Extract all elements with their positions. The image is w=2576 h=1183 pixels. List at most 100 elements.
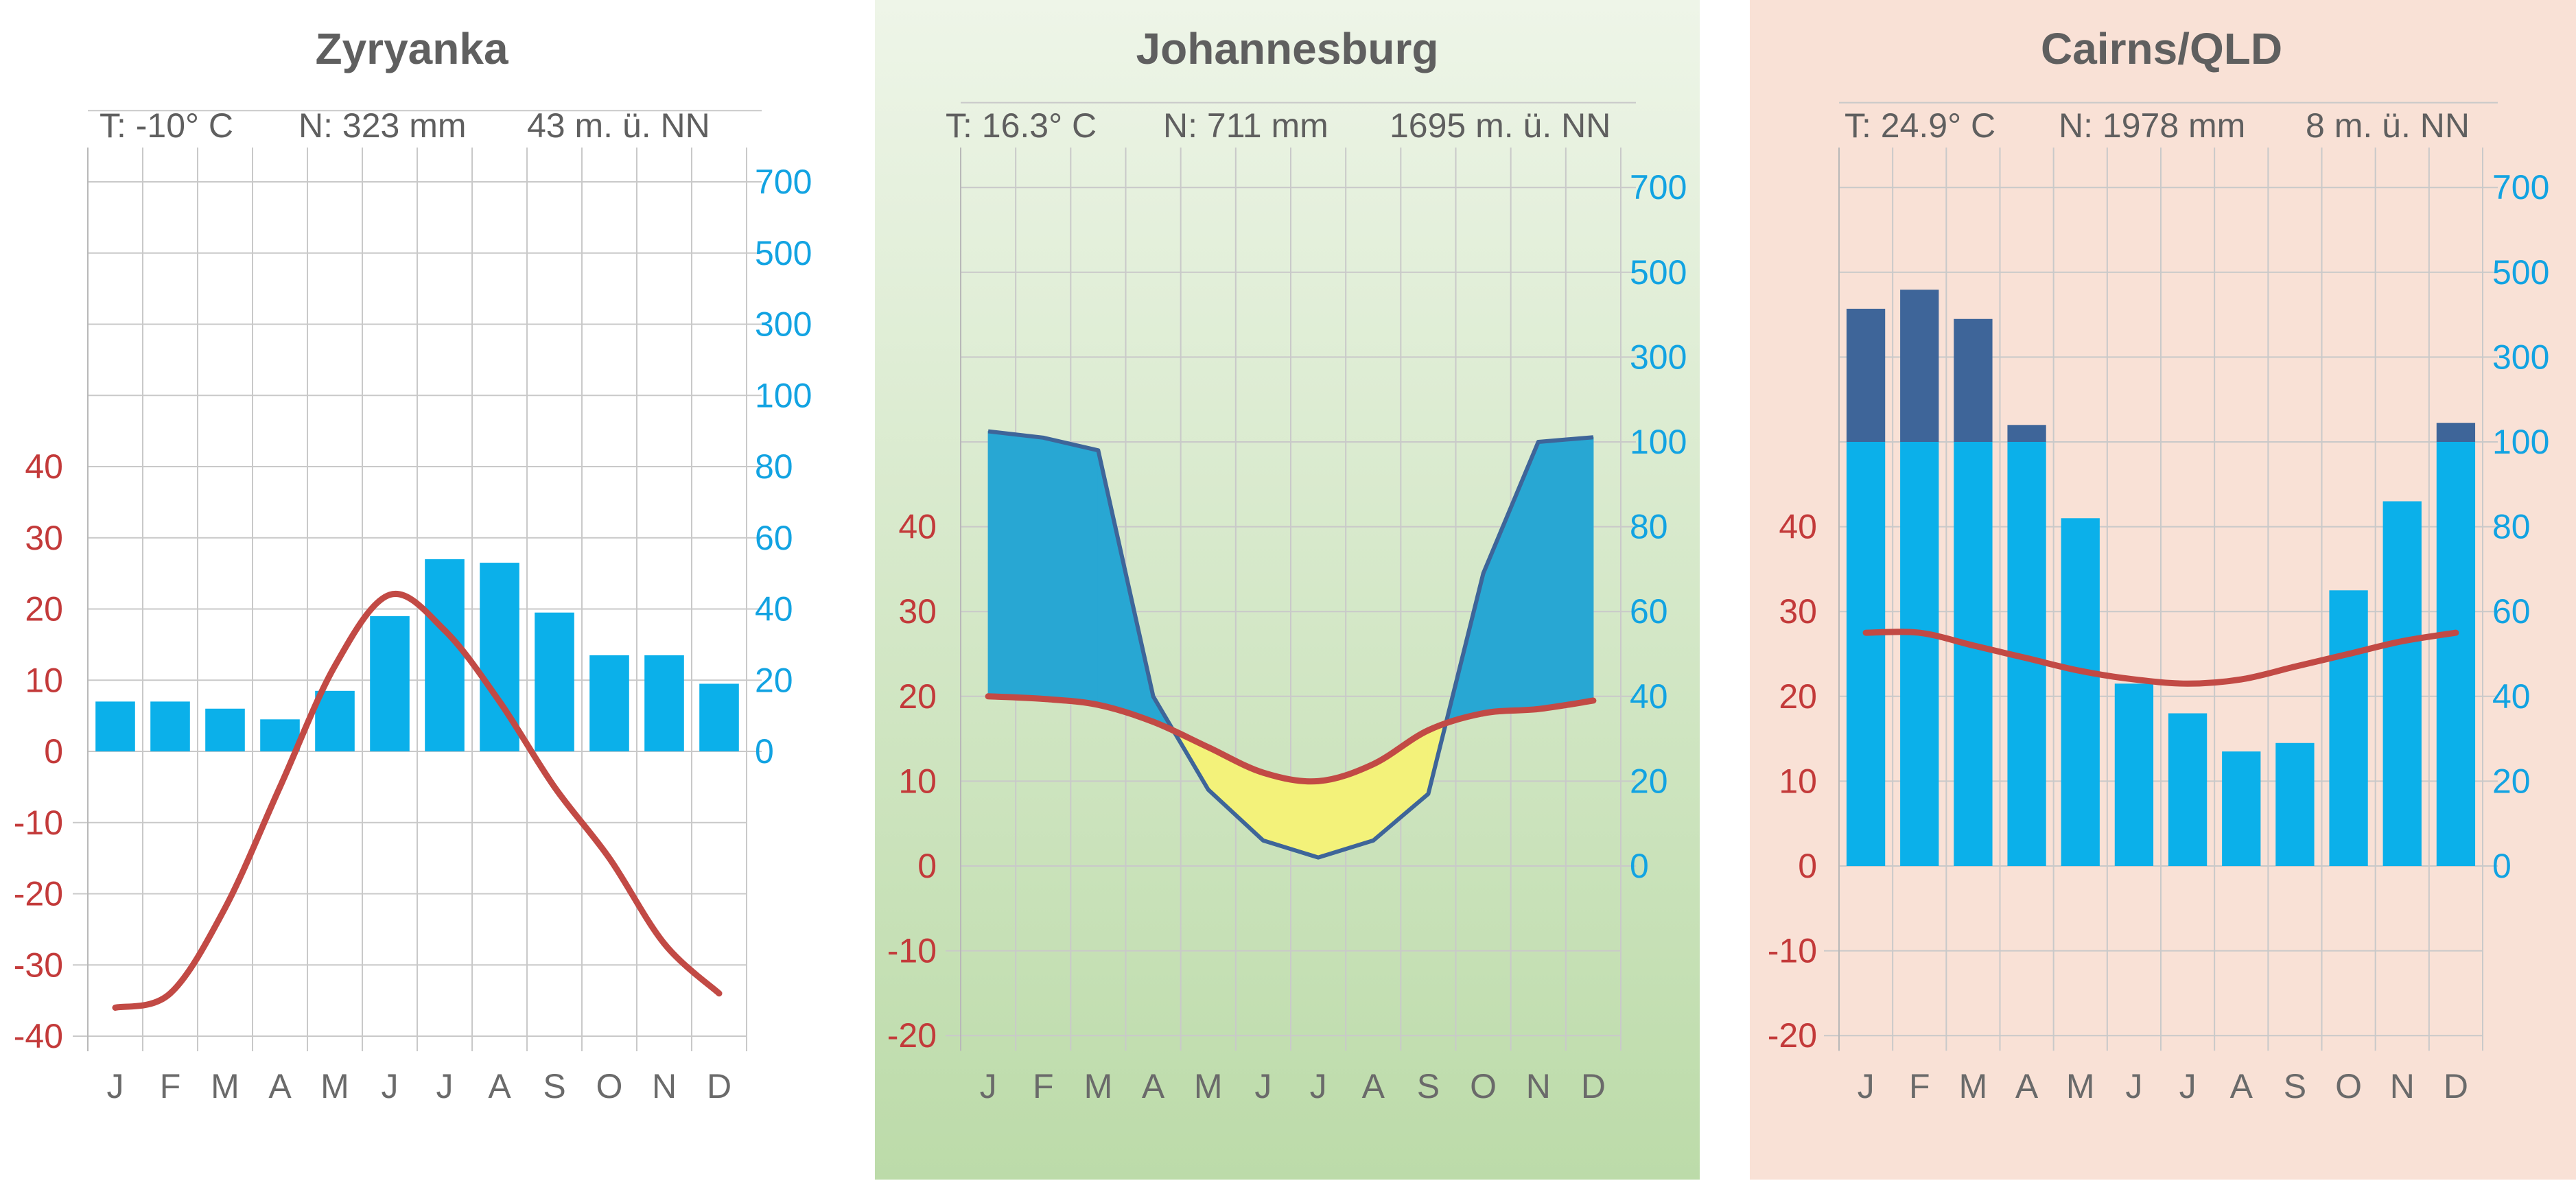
precipitation-tick-label: 100 <box>2492 423 2549 461</box>
month-label: M <box>2066 1067 2095 1105</box>
temperature-tick-label: -20 <box>1768 1016 1817 1055</box>
temperature-tick-label: 40 <box>1779 508 1817 546</box>
precipitation-bar <box>1846 442 1886 866</box>
precipitation-tick-label: 20 <box>2492 762 2531 800</box>
month-label: M <box>1194 1067 1223 1105</box>
month-label: N <box>2390 1067 2415 1105</box>
precipitation-bar <box>2436 442 2476 866</box>
precipitation-bar <box>1954 442 1993 866</box>
precipitation-bar <box>2382 501 2422 866</box>
precipitation-tick-label: 60 <box>755 519 793 557</box>
temperature-tick-label: 0 <box>1798 847 1817 885</box>
temperature-tick-label: 10 <box>1779 762 1817 800</box>
month-label: D <box>707 1067 731 1105</box>
humid-area <box>1538 436 1594 710</box>
precipitation-line <box>987 429 1594 860</box>
temperature-tick-label: 10 <box>898 762 937 800</box>
month-label: D <box>2444 1067 2468 1105</box>
temperature-tick-label: 30 <box>25 519 63 557</box>
precipitation-tick-label: 500 <box>755 234 812 272</box>
month-label: N <box>652 1067 677 1105</box>
month-label: J <box>1254 1067 1272 1105</box>
month-label: S <box>543 1067 565 1105</box>
precipitation-bar <box>370 616 410 751</box>
precipitation-bar-excess <box>2007 425 2046 442</box>
temperature-line <box>112 590 723 1011</box>
month-label: J <box>1310 1067 1327 1105</box>
chart-zyryanka: Zyryanka T: -10° C N: 323 mm 43 m. ü. NN 40 3… <box>14 24 812 1105</box>
precipitation-tick-label: 80 <box>2492 508 2531 546</box>
month-label: D <box>1581 1067 1606 1105</box>
chart-title: Cairns/QLD <box>2041 24 2282 73</box>
month-label: J <box>382 1067 399 1105</box>
month-label: A <box>2015 1067 2039 1105</box>
precipitation-bar <box>150 701 190 751</box>
precipitation-tick-label: 700 <box>755 163 812 201</box>
info-mean-temperature: T: -10° C <box>99 106 233 145</box>
precipitation-tick-label: 60 <box>1630 592 1668 631</box>
temperature-tick-label: 0 <box>44 732 63 771</box>
month-label: A <box>268 1067 292 1105</box>
precipitation-bar <box>2061 518 2100 866</box>
precipitation-tick-label: 40 <box>1630 677 1668 716</box>
month-label: F <box>160 1067 181 1105</box>
humid-area <box>987 430 1044 700</box>
precipitation-tick-label: 300 <box>1630 338 1687 376</box>
precipitation-tick-label: 80 <box>755 447 793 486</box>
chart-title: Johannesburg <box>1136 24 1439 73</box>
month-label: J <box>2179 1067 2197 1105</box>
temperature-tick-label: 20 <box>25 590 63 629</box>
precipitation-bar <box>2168 713 2208 866</box>
precipitation-tick-label: 100 <box>1630 423 1687 461</box>
precipitation-bar <box>535 612 574 751</box>
month-label: O <box>1470 1067 1497 1105</box>
precipitation-bar <box>205 708 245 751</box>
month-label: J <box>107 1067 124 1105</box>
precipitation-bar <box>2329 590 2368 866</box>
month-label: M <box>1959 1067 1988 1105</box>
info-elevation: 1695 m. ü. NN <box>1390 106 1611 145</box>
precipitation-tick-label: 0 <box>1630 847 1649 885</box>
precipitation-tick-label: 500 <box>1630 253 1687 292</box>
month-label: S <box>1417 1067 1440 1105</box>
precipitation-tick-label: 20 <box>755 661 793 699</box>
temperature-tick-label: -20 <box>887 1016 937 1055</box>
precipitation-bar <box>1900 442 1939 866</box>
precipitation-bar <box>95 701 135 751</box>
precipitation-tick-label: 20 <box>1630 762 1668 800</box>
temperature-line <box>1862 629 2459 687</box>
precipitation-bar <box>2222 751 2261 866</box>
precipitation-tick-label: 500 <box>2492 253 2549 292</box>
month-label: A <box>1362 1067 1385 1105</box>
precipitation-bar-excess <box>2436 423 2476 442</box>
temperature-line <box>985 693 1597 785</box>
month-label: A <box>488 1067 511 1105</box>
month-label: J <box>2125 1067 2142 1105</box>
temperature-tick-label: 10 <box>25 661 63 699</box>
temperature-tick-label: 30 <box>1779 592 1817 631</box>
precipitation-tick-label: 40 <box>755 590 793 629</box>
info-elevation: 43 m. ü. NN <box>527 106 710 145</box>
chart-title: Zyryanka <box>315 24 508 73</box>
month-label: O <box>2335 1067 2362 1105</box>
info-mean-temperature: T: 24.9° C <box>1845 106 1995 145</box>
info-annual-precipitation: N: 1978 mm <box>2059 106 2245 145</box>
month-label: N <box>1526 1067 1551 1105</box>
temperature-tick-label: -10 <box>1768 932 1817 970</box>
precipitation-bar <box>425 559 465 751</box>
temperature-tick-label: 40 <box>898 508 937 546</box>
precipitation-bar-excess <box>1900 290 1939 442</box>
info-annual-precipitation: N: 711 mm <box>1163 106 1328 145</box>
month-label: J <box>436 1067 454 1105</box>
month-label: M <box>1084 1067 1113 1105</box>
info-annual-precipitation: N: 323 mm <box>298 106 467 145</box>
humid-area <box>1042 437 1099 705</box>
precipitation-bar <box>2114 683 2154 866</box>
precipitation-bar <box>2275 742 2315 866</box>
precipitation-tick-label: 100 <box>755 376 812 414</box>
precipitation-bar-excess <box>1954 318 1993 442</box>
temperature-tick-label: -10 <box>14 804 63 842</box>
month-label: M <box>320 1067 349 1105</box>
